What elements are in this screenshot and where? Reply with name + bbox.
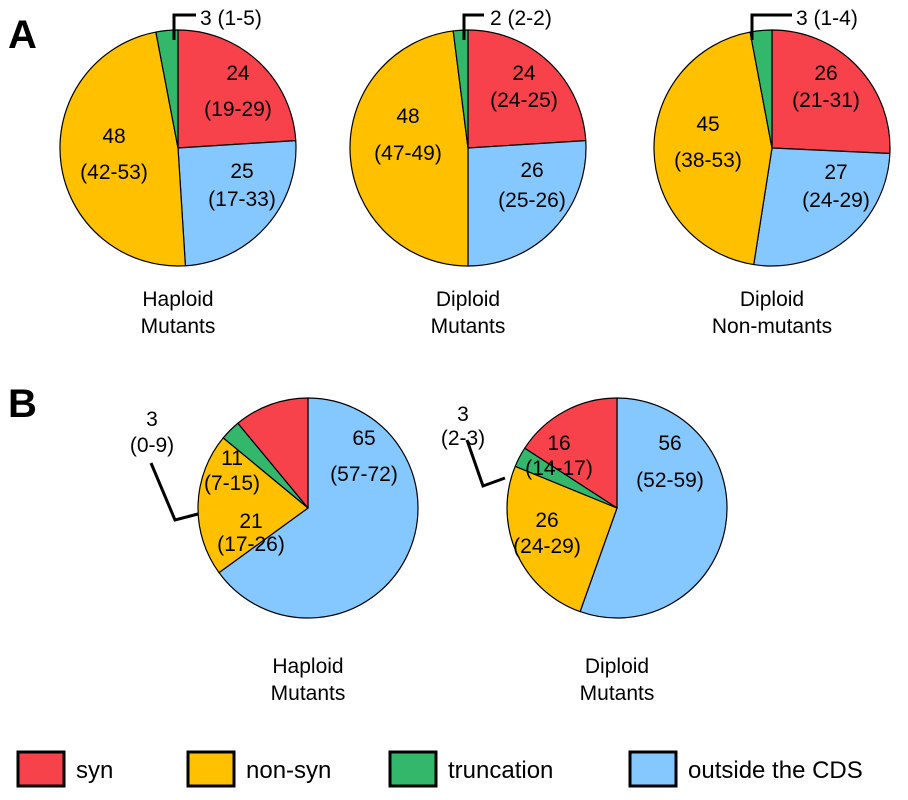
pie-4-slice-non-syn — [197, 437, 309, 574]
pie-4-label-outside-the-cds-value: 65 — [352, 427, 375, 450]
pie-5-label-syn-value: 16 — [547, 432, 570, 455]
pie-4-callout-truncation — [149, 462, 199, 522]
pie-5-slice-outside-the-cds — [579, 397, 728, 619]
pie-5-label-outside-the-cds-range: (52-59) — [636, 469, 704, 492]
pie-3-label-syn-value: 26 — [814, 62, 837, 85]
pie-5-label-non-syn-value: 26 — [535, 509, 558, 532]
pie-3-slice-non-syn — [653, 31, 773, 266]
pie-4-label-syn-range: (7-15) — [204, 472, 260, 495]
pie-1-label-syn-value: 24 — [226, 62, 250, 85]
pie-1-label-non-syn-value: 48 — [102, 125, 125, 148]
pie-5-title-line-2: Mutants — [580, 682, 655, 705]
pie-2-label-truncation: 2 (2-2) — [490, 7, 552, 30]
pie-3-label-outside-the-cds-value: 27 — [824, 161, 847, 184]
legend-item-outside-the-cds: outside the CDS — [628, 750, 863, 788]
pie-4-title-line-2: Mutants — [271, 682, 346, 705]
pie-5-label-truncation-range: (2-3) — [441, 427, 485, 450]
pie-5-slice-syn — [524, 397, 618, 509]
pie-4-label-non-syn-range: (17-26) — [217, 533, 285, 556]
pie-5-label-truncation-value: 3 — [457, 403, 469, 426]
pie-5-label-syn-range: (14-17) — [525, 457, 593, 480]
pie-2-title-line-2: Mutants — [431, 315, 506, 338]
pie-5-label-outside-the-cds-value: 56 — [658, 432, 681, 455]
legend-item-truncation: truncation — [388, 750, 553, 788]
pie-1-label-truncation: 3 (1-5) — [200, 7, 262, 30]
legend: syn non-syn truncation outside the CDS — [16, 750, 863, 788]
pie-2: 24 (24-25) 26 (25-26) 48 (47-49) 2 (2-2) Diploi… — [349, 7, 587, 338]
pie-3-callout-truncation — [750, 13, 792, 40]
pie-1-slice-syn — [177, 29, 297, 149]
pie-2-slice-outside-the-cds — [467, 139, 587, 267]
pie-1: 24 (19-29) 25 (17-33) 48 (42-53) 3 (1-5) Haploi… — [59, 7, 297, 338]
pie-2-slice-non-syn — [349, 30, 469, 267]
pie-1-label-non-syn-range: (42-53) — [80, 161, 148, 184]
pie-2-label-outside-the-cds-value: 26 — [520, 159, 543, 182]
pie-1-label-outside-the-cds-range: (17-33) — [208, 188, 276, 211]
pie-2-label-non-syn-value: 48 — [396, 105, 419, 128]
pie-1-callout-truncation — [172, 13, 196, 40]
legend-label-non-syn: non-syn — [246, 757, 331, 784]
legend-swatch-truncation — [388, 750, 438, 788]
pie-1-slice-non-syn — [59, 31, 187, 267]
pie-3-label-outside-the-cds-range: (24-29) — [802, 189, 870, 212]
legend-label-syn: syn — [76, 757, 113, 784]
pie-3: 26 (21-31) 27 (24-29) 45 (38-53) 3 (1-4) Diploi… — [653, 7, 891, 338]
pie-3-slice-truncation — [749, 29, 773, 149]
legend-item-syn: syn — [16, 750, 113, 788]
pie-3-slice-outside-the-cds — [753, 147, 891, 267]
legend-swatch-non-syn — [186, 750, 236, 788]
pie-1-title-line-2: Mutants — [141, 315, 216, 338]
pie-1-label-syn-range: (19-29) — [204, 98, 272, 121]
legend-label-truncation: truncation — [448, 757, 553, 784]
pie-4-label-truncation-value: 3 — [146, 408, 158, 431]
pie-3-title-line-1: Diploid — [740, 288, 804, 311]
pie-4-label-outside-the-cds-range: (57-72) — [330, 463, 398, 486]
legend-swatch-syn — [16, 750, 66, 788]
pie-1-slice-outside-the-cds — [177, 139, 297, 267]
pie-5: 56 (52-59) 26 (24-29) 3(2-3) 16(14-17) Diploid… — [441, 397, 728, 705]
pie-3-title-line-2: Non-mutants — [712, 315, 832, 338]
pie-1-label-outside-the-cds-value: 25 — [230, 160, 253, 183]
pie-4-label-syn-value: 11 — [221, 447, 243, 470]
pie-3-label-syn-range: (21-31) — [792, 89, 860, 112]
pie-2-callout-truncation — [462, 13, 484, 40]
pie-2-slice-truncation — [452, 29, 469, 149]
pie-4-slice-syn — [237, 397, 309, 509]
pie-2-slice-syn — [467, 29, 587, 149]
pie-4-label-non-syn-value: 21 — [239, 510, 262, 533]
pie-3-slice-syn — [771, 29, 891, 155]
pie-5-slice-non-syn — [506, 465, 618, 613]
pie-3-label-non-syn-value: 45 — [696, 113, 719, 136]
pie-5-title-line-1: Diploid — [585, 655, 649, 678]
pie-2-label-outside-the-cds-range: (25-26) — [498, 189, 566, 212]
pie-2-title-line-1: Diploid — [436, 288, 500, 311]
panel-b-letter: B — [8, 382, 37, 426]
pie-4-slice-outside-the-cds — [218, 397, 419, 619]
pie-5-label-non-syn-range: (24-29) — [513, 535, 581, 558]
pie-4: 65 (57-72) 21(17-26) 3 (0-9) 11(7-15) Haploid M… — [130, 397, 419, 705]
pie-3-label-non-syn-range: (38-53) — [674, 149, 742, 172]
pie-5-callout-truncation — [465, 439, 506, 488]
legend-item-non-syn: non-syn — [186, 750, 331, 788]
pie-4-title-line-1: Haploid — [272, 655, 343, 678]
pies-group: 24 (19-29) 25 (17-33) 48 (42-53) 3 (1-5) Haploi… — [59, 7, 891, 705]
pie-4-label-truncation-range: (0-9) — [130, 434, 174, 457]
legend-swatch-outside-the-cds — [628, 750, 678, 788]
pie-3-label-truncation: 3 (1-4) — [796, 7, 858, 30]
pie-2-label-syn-range: (24-25) — [490, 89, 558, 112]
pie-1-slice-truncation — [155, 29, 179, 149]
pie-2-label-non-syn-range: (47-49) — [374, 142, 442, 165]
pie-1-title-line-1: Haploid — [142, 288, 213, 311]
legend-label-outside-the-cds: outside the CDS — [688, 757, 863, 784]
panel-a-letter: A — [8, 13, 37, 57]
pie-2-label-syn-value: 24 — [512, 62, 536, 85]
